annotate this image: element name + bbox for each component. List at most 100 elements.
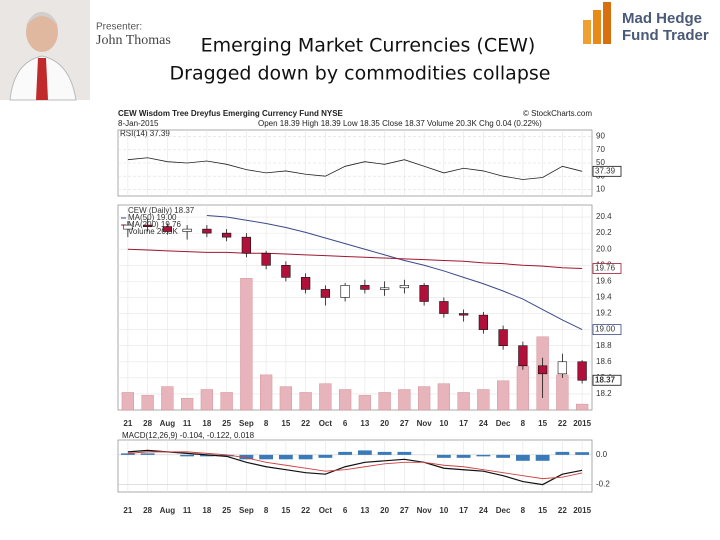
x-tick-label: 15 xyxy=(281,506,290,515)
last-value-box xyxy=(592,165,622,177)
candle-body xyxy=(498,329,508,346)
volume-bar xyxy=(121,392,134,411)
x-tick-label: 10 xyxy=(439,419,448,428)
x-tick-label: 8 xyxy=(264,419,269,428)
macd-hist-bar xyxy=(338,451,353,455)
volume-bar xyxy=(358,395,372,411)
x-tick-label: 27 xyxy=(400,506,409,515)
x-tick-label: 25 xyxy=(222,506,231,515)
y-tick-label: 20.0 xyxy=(596,244,612,253)
y-tick-label: 20.4 xyxy=(596,212,612,221)
candle-body xyxy=(162,226,173,232)
candle-body xyxy=(241,236,252,254)
y-tick-label: 19.6 xyxy=(596,276,612,285)
volume-bar xyxy=(477,389,490,411)
slide-title: Emerging Market Currencies (CEW) xyxy=(201,35,536,57)
ma-line xyxy=(127,248,583,270)
candle-body xyxy=(518,345,528,367)
macd-hist-bar xyxy=(357,450,372,455)
volume-bar xyxy=(299,392,312,411)
y-tick-label: 18.8 xyxy=(596,341,612,350)
x-tick-label: 8 xyxy=(521,419,526,428)
volume-bar xyxy=(457,392,470,411)
x-tick-label: 22 xyxy=(301,419,310,428)
x-tick-label: 28 xyxy=(143,506,152,515)
candle-body xyxy=(419,285,429,302)
candle-body xyxy=(261,252,271,266)
y-tick-label: 0.0 xyxy=(596,450,608,459)
macd-hist-bar xyxy=(259,454,274,460)
x-tick-label: 28 xyxy=(143,419,152,428)
x-tick-label: 13 xyxy=(360,419,369,428)
x-tick-label: 2015 xyxy=(573,419,591,428)
candle-body xyxy=(537,365,548,375)
x-tick-label: Sep xyxy=(239,506,254,515)
slide-subtitle: Dragged down by commodities collapse xyxy=(170,63,551,85)
macd-hist-bar xyxy=(318,454,333,458)
volume-bar xyxy=(339,389,352,411)
x-tick-label: 8 xyxy=(264,506,269,515)
x-tick-label: 11 xyxy=(183,506,192,515)
y-tick-label: 19.2 xyxy=(596,309,612,318)
y-tick-label: -0.2 xyxy=(596,480,610,489)
y-tick-label: 20.2 xyxy=(596,228,612,237)
chart-quote: Open 18.39 High 18.39 Low 18.35 Close 18… xyxy=(258,119,542,128)
macd-hist-bar xyxy=(555,451,570,455)
x-tick-label: 2015 xyxy=(573,506,591,515)
x-tick-label: 10 xyxy=(439,506,448,515)
legend-entry: MA(50) 19.00 xyxy=(128,213,177,222)
y-tick-label: 90 xyxy=(596,132,605,141)
macd-hist-bar xyxy=(397,451,412,455)
x-tick-label: 27 xyxy=(400,419,409,428)
logo-icon xyxy=(583,2,611,44)
volume-bar xyxy=(418,386,431,411)
candle-body xyxy=(439,301,449,314)
macd-hist-bar xyxy=(456,454,471,458)
x-tick-label: 18 xyxy=(202,419,211,428)
macd-hist-bar xyxy=(298,454,313,460)
volume-bar xyxy=(398,389,411,411)
candle-body xyxy=(281,264,291,278)
volume-bar xyxy=(576,403,589,411)
x-tick-label: 22 xyxy=(301,506,310,515)
macd-hist-bar xyxy=(239,454,254,460)
x-tick-label: 18 xyxy=(202,506,211,515)
macd-hist-bar xyxy=(199,454,214,457)
chart-source: © StockCharts.com xyxy=(523,109,592,118)
macd-hist-bar xyxy=(476,454,491,457)
volume-bar xyxy=(161,386,174,411)
chart-date: 8-Jan-2015 xyxy=(118,119,159,128)
last-value-label: 18.37 xyxy=(595,375,616,384)
x-tick-label: 24 xyxy=(479,419,488,428)
x-tick-label: Aug xyxy=(160,419,176,428)
volume-bar xyxy=(180,398,194,411)
x-tick-label: Dec xyxy=(496,506,511,515)
x-tick-label: 21 xyxy=(123,419,132,428)
candle-body xyxy=(340,285,350,298)
x-tick-label: 21 xyxy=(123,506,132,515)
panel xyxy=(117,204,593,411)
candle-body xyxy=(478,314,489,330)
x-tick-label: Nov xyxy=(417,506,433,515)
macd-hist-bar xyxy=(575,452,590,455)
ma-line xyxy=(206,214,583,331)
x-tick-label: 17 xyxy=(459,506,468,515)
macd-hist-bar xyxy=(436,454,451,458)
candle-body xyxy=(557,361,568,375)
x-tick-label: 6 xyxy=(343,506,348,515)
candle-body xyxy=(123,224,133,230)
presenter-photo xyxy=(0,0,90,101)
macd-hist-bar xyxy=(377,451,392,455)
y-tick-label: 19.4 xyxy=(596,293,612,302)
legend-entry: MA(200) 19.76 xyxy=(128,220,181,229)
macd-hist-bar xyxy=(278,454,293,460)
last-value-box xyxy=(592,374,622,386)
candle-body xyxy=(360,285,370,290)
x-tick-label: 11 xyxy=(183,419,192,428)
macd-hist-bar xyxy=(140,453,155,455)
candle-body xyxy=(221,232,232,238)
candle-body xyxy=(202,228,212,234)
presenter-label: Presenter: xyxy=(96,22,142,33)
